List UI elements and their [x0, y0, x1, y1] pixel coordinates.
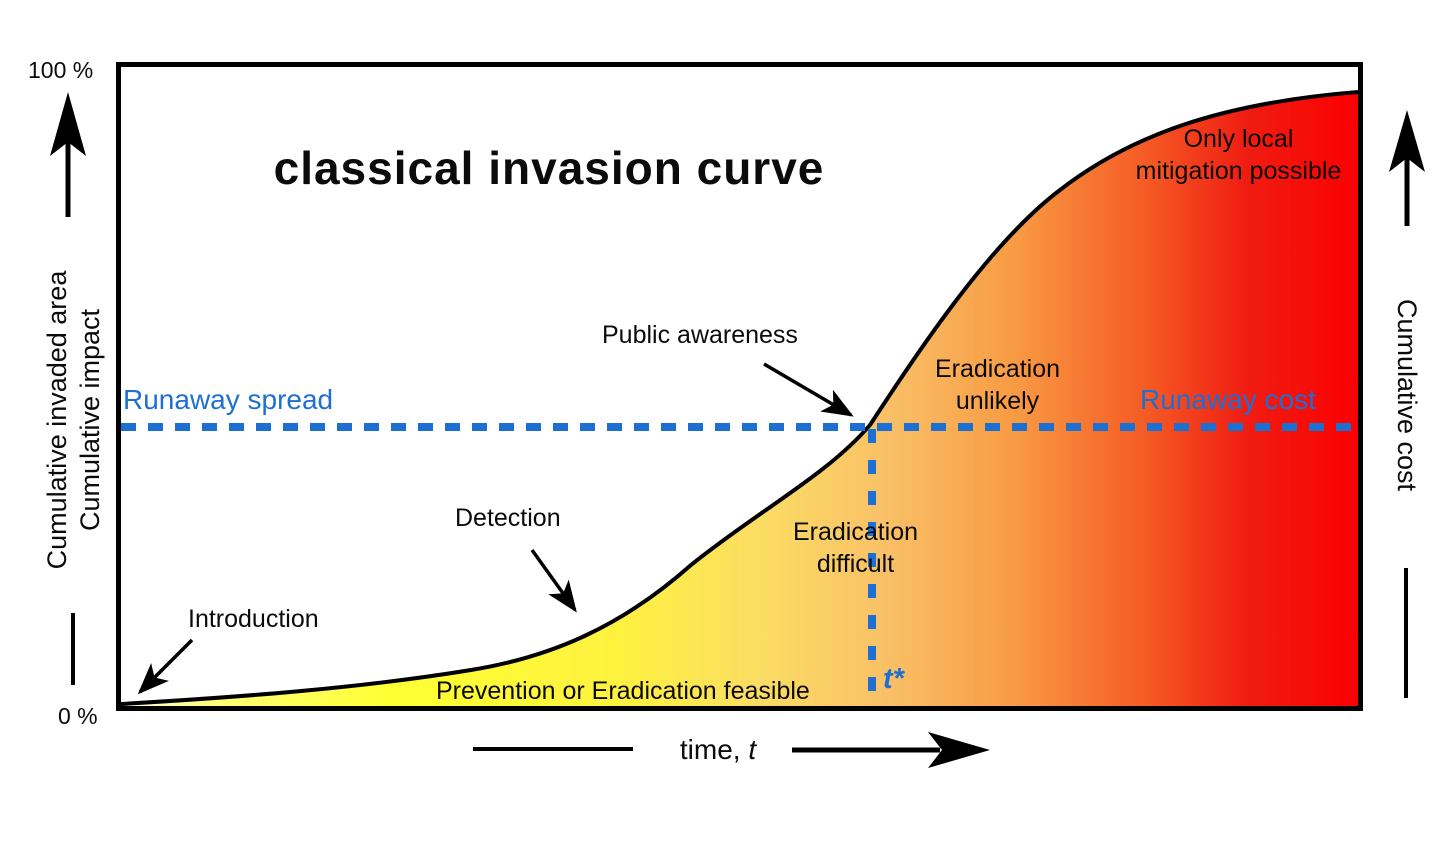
eradication-difficult-label: Eradication difficult — [773, 516, 938, 580]
only-local-line1: Only local — [1183, 125, 1294, 153]
runaway-spread-label: Runaway spread — [123, 384, 334, 415]
only-local-mitigation-label: Only local mitigation possible — [1126, 123, 1351, 187]
y-axis-left-label-line2: Cumulative impact — [75, 308, 105, 532]
x-axis-label-prefix: time, — [679, 734, 749, 765]
eradication-unlikely-label: Eradication unlikely — [915, 353, 1080, 417]
eradication-unlikely-line1: Eradication — [934, 355, 1061, 383]
public-awareness-label: Public awareness — [602, 321, 798, 349]
y-axis-right-label: Cumulative cost — [1392, 298, 1422, 492]
t-star-label: t* — [883, 663, 904, 695]
introduction-arrow-icon — [137, 638, 194, 695]
detection-arrow-icon — [530, 548, 577, 613]
x-axis-label-variable: t — [748, 734, 757, 765]
left-axis-line-segment — [71, 613, 75, 685]
time-axis-line-segment — [473, 747, 633, 751]
y-axis-100-percent-label: 100 % — [28, 57, 94, 83]
y-axis-0-percent-label: 0 % — [58, 703, 98, 729]
right-axis-up-arrow-icon — [1389, 110, 1425, 226]
y-axis-left-label: Cumulative invaded area Cumulative impac… — [41, 250, 107, 590]
invasion-curve — [121, 90, 1358, 706]
eradication-difficult-line1: Eradication — [792, 518, 919, 546]
plot-area — [116, 62, 1363, 711]
chart-title: classical invasion curve — [273, 142, 825, 194]
time-axis-right-arrow-icon — [792, 732, 990, 768]
x-axis-label: time, t — [646, 734, 790, 766]
y-axis-left-label-line1: Cumulative invaded area — [42, 270, 72, 570]
right-axis-line-segment — [1404, 568, 1408, 698]
detection-label: Detection — [455, 504, 561, 532]
eradication-difficult-line2: difficult — [816, 550, 895, 578]
eradication-unlikely-line2: unlikely — [955, 387, 1040, 415]
prevention-feasible-label: Prevention or Eradication feasible — [436, 677, 810, 705]
introduction-label: Introduction — [188, 605, 319, 633]
left-axis-up-arrow-icon — [50, 92, 86, 217]
only-local-line2: mitigation possible — [1135, 157, 1342, 185]
invasion-curve-area — [121, 92, 1358, 706]
runaway-cost-label: Runaway cost — [1140, 384, 1316, 415]
invasion-curve-canvas — [121, 90, 1358, 706]
public-awareness-arrow-icon — [763, 362, 854, 417]
